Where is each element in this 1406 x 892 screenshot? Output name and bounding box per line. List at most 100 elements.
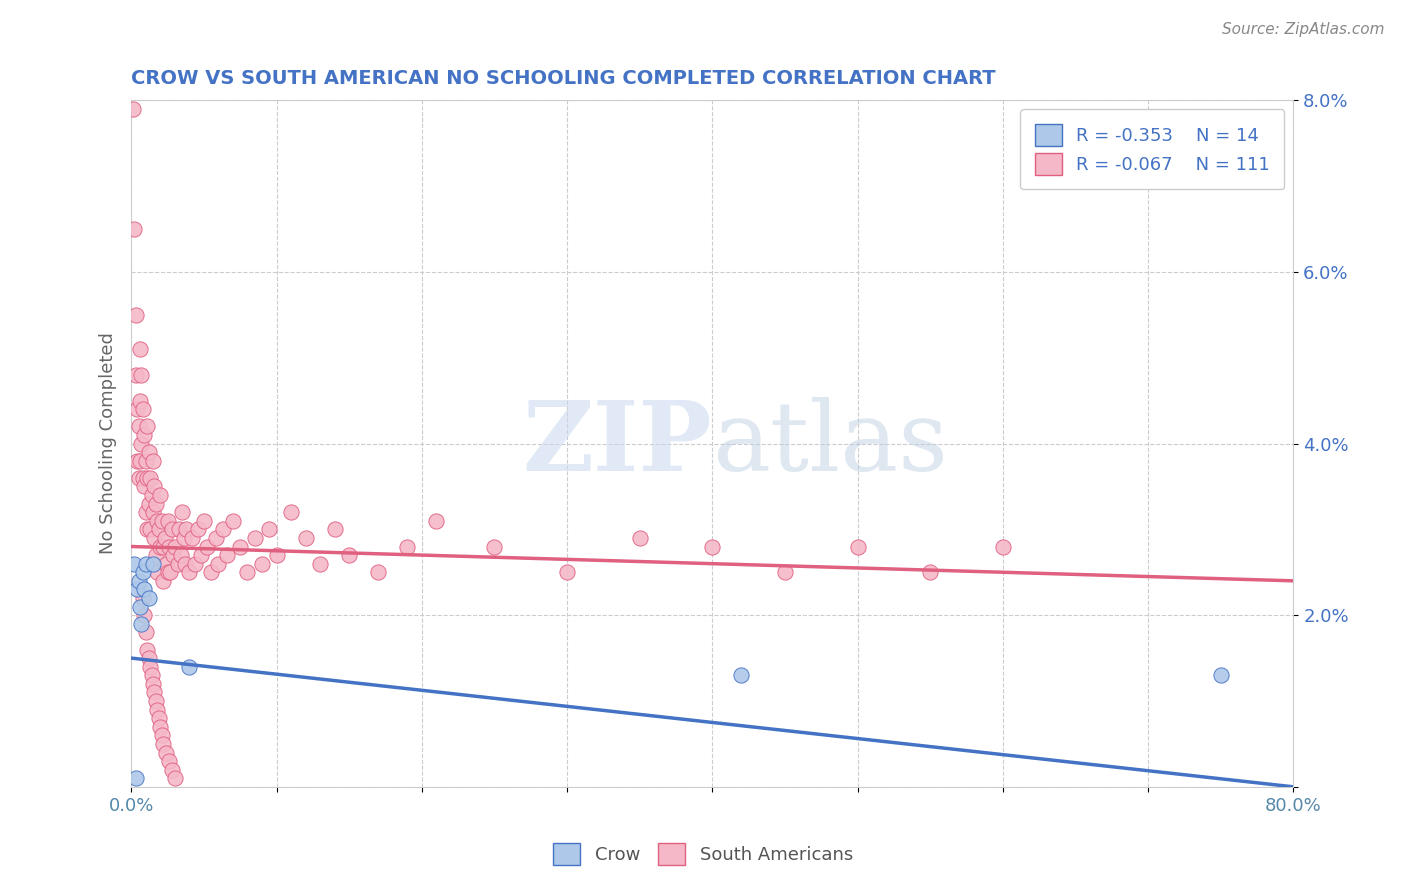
Point [128,574,150,588]
Point [124,368,146,382]
Point [229,540,252,554]
Point [138,497,160,511]
Point [156,566,179,580]
Point [138,591,160,605]
Text: ZIP: ZIP [523,397,713,491]
Point [730,668,752,682]
Point [294,531,316,545]
Point [138,445,160,459]
Point [132,402,155,417]
Point [142,505,165,519]
Point [243,531,266,545]
Point [159,566,181,580]
Point [173,531,195,545]
Y-axis label: No Schooling Completed: No Schooling Completed [100,333,117,555]
Point [146,514,169,528]
Point [125,402,148,417]
Point [193,514,215,528]
Point [131,368,153,382]
Point [135,557,157,571]
Point [122,557,145,571]
Point [169,548,191,562]
Legend: Crow, South Americans: Crow, South Americans [544,834,862,874]
Point [181,531,204,545]
Point [129,599,152,614]
Point [132,471,155,485]
Point [131,436,153,450]
Point [152,540,174,554]
Point [143,531,166,545]
Point [628,531,651,545]
Point [190,548,212,562]
Point [157,540,180,554]
Legend: R = -0.353    N = 14, R = -0.067    N = 111: R = -0.353 N = 14, R = -0.067 N = 111 [1021,109,1285,189]
Point [132,591,155,605]
Point [280,505,302,519]
Point [142,453,165,467]
Point [236,566,259,580]
Point [153,531,176,545]
Point [136,471,159,485]
Point [129,393,152,408]
Point [150,514,173,528]
Point [125,582,148,597]
Point [148,711,170,725]
Point [145,497,167,511]
Point [846,540,869,554]
Point [179,566,201,580]
Point [195,540,218,554]
Point [134,608,156,623]
Point [150,728,173,742]
Point [152,737,174,751]
Point [484,540,506,554]
Point [122,222,145,236]
Point [702,540,724,554]
Point [124,771,146,785]
Point [163,771,186,785]
Point [179,659,201,673]
Text: Source: ZipAtlas.com: Source: ZipAtlas.com [1222,22,1385,37]
Point [155,746,177,760]
Point [200,566,222,580]
Point [135,625,157,640]
Point [149,488,172,502]
Point [163,540,186,554]
Point [139,471,162,485]
Point [146,703,169,717]
Point [134,582,156,597]
Point [309,557,332,571]
Point [143,685,166,699]
Point [425,514,447,528]
Point [145,548,167,562]
Point [121,102,143,116]
Point [135,505,157,519]
Point [250,557,273,571]
Point [187,522,209,536]
Point [138,651,160,665]
Point [142,557,165,571]
Point [991,540,1014,554]
Point [323,522,346,536]
Point [125,453,148,467]
Point [129,453,152,467]
Point [337,548,360,562]
Point [396,540,419,554]
Point [148,522,170,536]
Point [266,548,288,562]
Point [136,419,159,434]
Point [141,668,163,682]
Point [141,488,163,502]
Point [139,659,162,673]
Point [184,557,207,571]
Point [149,720,172,734]
Point [128,471,150,485]
Point [124,308,146,322]
Point [174,557,197,571]
Point [129,342,152,356]
Point [162,548,184,562]
Point [920,566,942,580]
Point [136,642,159,657]
Point [139,522,162,536]
Point [160,763,183,777]
Point [207,557,229,571]
